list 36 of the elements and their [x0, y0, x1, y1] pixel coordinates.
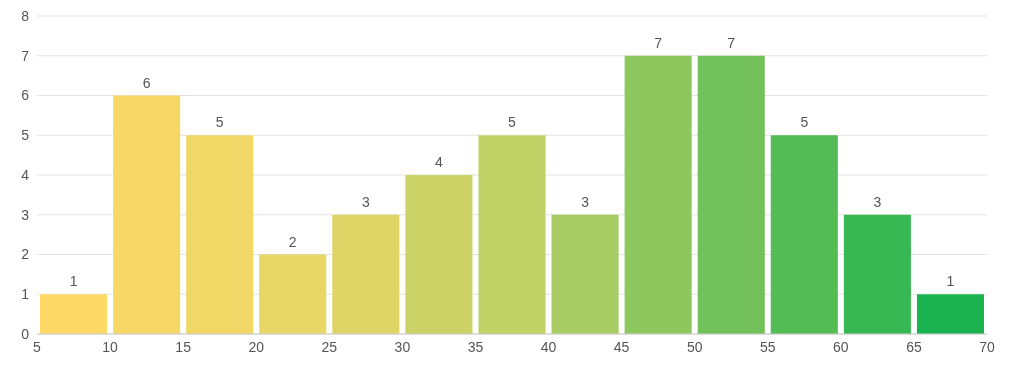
y-tick-label: 5 — [21, 127, 30, 144]
y-tick-label: 6 — [21, 87, 30, 104]
x-tick-label: 60 — [833, 338, 849, 355]
x-tick-label: 35 — [467, 338, 484, 355]
data-label: 3 — [873, 193, 882, 210]
data-label: 1 — [946, 273, 955, 290]
x-tick-label: 70 — [979, 338, 995, 355]
x-tick-label: 55 — [759, 338, 776, 355]
y-tick-label: 2 — [21, 246, 30, 263]
x-tick-label: 50 — [686, 338, 703, 355]
x-tick-label: 25 — [321, 338, 338, 355]
y-tick-label: 1 — [21, 286, 30, 303]
data-label: 7 — [654, 34, 663, 51]
data-label: 5 — [508, 114, 517, 131]
x-tick-label: 5 — [33, 338, 42, 355]
data-label: 1 — [69, 273, 78, 290]
y-tick-label: 4 — [21, 166, 30, 183]
data-label: 5 — [800, 114, 809, 131]
data-label: 3 — [361, 193, 370, 210]
data-label: 7 — [727, 34, 736, 51]
y-tick-label: 3 — [21, 206, 30, 223]
data-label: 6 — [142, 74, 151, 91]
x-tick-label: 20 — [248, 338, 265, 355]
x-tick-label: 10 — [102, 338, 119, 355]
data-label: 3 — [581, 193, 590, 210]
data-label: 5 — [215, 114, 224, 131]
data-label: 2 — [288, 233, 297, 250]
x-tick-label: 30 — [394, 338, 411, 355]
x-tick-label: 15 — [175, 338, 192, 355]
data-label: 4 — [435, 154, 444, 170]
y-tick-label: 8 — [21, 7, 30, 24]
x-tick-label: 40 — [540, 338, 557, 355]
y-tick-label: 7 — [21, 47, 30, 64]
x-tick-label: 65 — [906, 338, 922, 355]
x-tick-label: 45 — [613, 338, 630, 355]
y-tick-label: 0 — [21, 325, 30, 342]
